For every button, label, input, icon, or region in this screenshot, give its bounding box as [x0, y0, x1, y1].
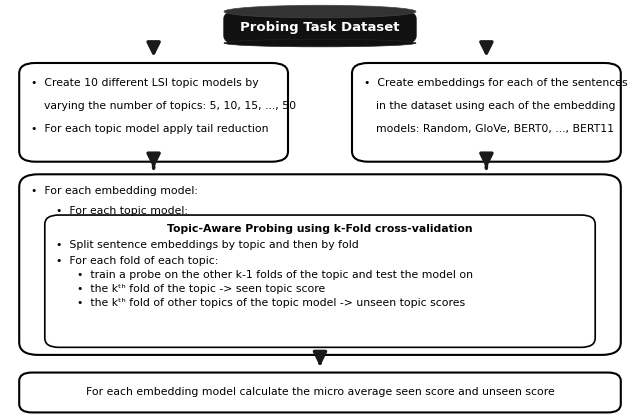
Text: •  For each topic model apply tail reduction: • For each topic model apply tail reduct…	[31, 124, 268, 134]
FancyBboxPatch shape	[352, 63, 621, 162]
Text: •  Create embeddings for each of the sentences: • Create embeddings for each of the sent…	[364, 78, 627, 88]
Text: Topic-Aware Probing using k-Fold cross-validation: Topic-Aware Probing using k-Fold cross-v…	[167, 224, 473, 234]
FancyBboxPatch shape	[45, 215, 595, 347]
Ellipse shape	[224, 39, 416, 47]
Ellipse shape	[224, 5, 416, 18]
Text: For each embedding model calculate the micro average seen score and unseen score: For each embedding model calculate the m…	[86, 388, 554, 397]
Text: •  For each topic model:: • For each topic model:	[56, 206, 188, 216]
Text: •  Create 10 different LSI topic models by: • Create 10 different LSI topic models b…	[31, 78, 259, 88]
Text: models: Random, GloVe, BERT0, ..., BERT11: models: Random, GloVe, BERT0, ..., BERT1…	[376, 124, 614, 134]
Text: •  train a probe on the other k-1 folds of the topic and test the model on: • train a probe on the other k-1 folds o…	[56, 270, 474, 280]
Text: •  the kᵗʰ fold of other topics of the topic model -> unseen topic scores: • the kᵗʰ fold of other topics of the to…	[56, 298, 465, 308]
Text: in the dataset using each of the embedding: in the dataset using each of the embeddi…	[376, 101, 616, 111]
Text: Probing Task Dataset: Probing Task Dataset	[240, 21, 400, 34]
Text: varying the number of topics: 5, 10, 15, ..., 50: varying the number of topics: 5, 10, 15,…	[44, 101, 296, 111]
FancyBboxPatch shape	[19, 373, 621, 412]
FancyBboxPatch shape	[19, 174, 621, 355]
Text: •  For each fold of each topic:: • For each fold of each topic:	[56, 256, 219, 266]
Text: •  Split sentence embeddings by topic and then by fold: • Split sentence embeddings by topic and…	[56, 240, 359, 250]
FancyBboxPatch shape	[19, 63, 288, 162]
Text: •  the kᵗʰ fold of the topic -> seen topic score: • the kᵗʰ fold of the topic -> seen topi…	[56, 284, 326, 294]
FancyBboxPatch shape	[224, 11, 416, 43]
Text: •  For each embedding model:: • For each embedding model:	[31, 186, 198, 196]
